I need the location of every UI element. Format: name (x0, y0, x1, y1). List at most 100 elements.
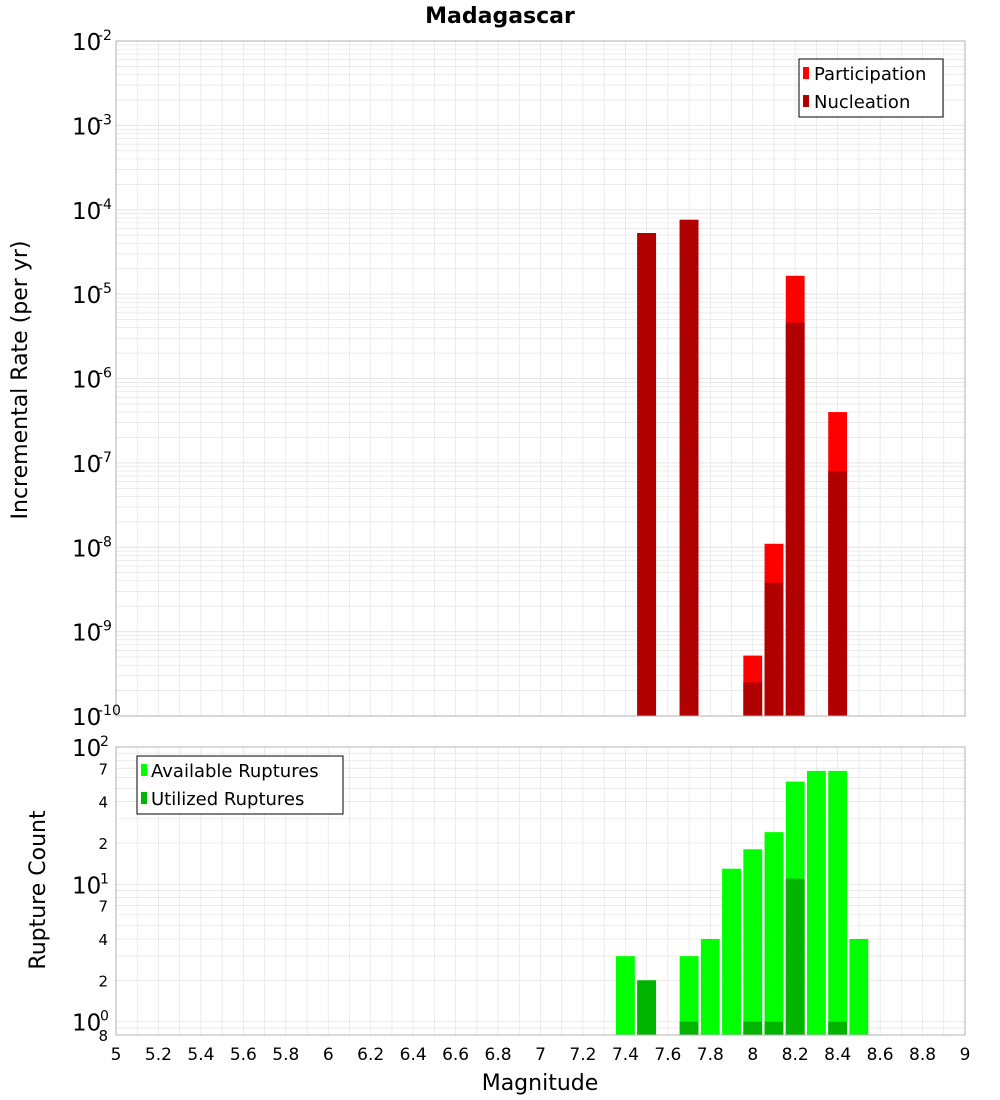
rate-nucleation-bar (764, 582, 784, 716)
rate-y-tick-exponent: -8 (98, 534, 112, 550)
count-y-minor-tick-label: 2 (98, 972, 108, 990)
nucleation-legend-swatch (803, 95, 809, 107)
count-y-minor-tick-label: 4 (98, 794, 108, 812)
x-tick-label: 6.6 (442, 1045, 469, 1065)
count-available-ruptures-bar (679, 956, 699, 1035)
count-available-ruptures-bar (764, 832, 784, 1035)
count-plot-border (115, 746, 966, 1036)
nucleation-legend-label: Nucleation (814, 92, 910, 113)
x-tick-label: 7.8 (697, 1045, 724, 1065)
rate-legend: Participation Nucleation (798, 58, 944, 118)
count-available-ruptures-bar (849, 939, 869, 1035)
x-tick-label: 8.6 (867, 1045, 894, 1065)
x-tick-label: 5.8 (272, 1045, 299, 1065)
count-bars (615, 770, 869, 1035)
count-y-minor-tick-label: 2 (98, 835, 108, 853)
count-y-tick-exponent: 0 (100, 1009, 109, 1025)
rate-nucleation-bar (637, 233, 657, 716)
chart-title: Madagascar (425, 4, 575, 29)
rate-plot-border (115, 40, 966, 717)
count-available-ruptures-bar (615, 956, 635, 1035)
available-legend-swatch (141, 764, 147, 776)
count-available-ruptures-bar (807, 770, 826, 1035)
count-y-tick-label: 10 (72, 873, 101, 899)
rate-y-tick-exponent: -5 (98, 281, 112, 297)
available-legend-label: Available Ruptures (151, 761, 319, 782)
rate-y-tick-label: 10 (72, 536, 101, 562)
x-tick-label: 6.2 (357, 1045, 384, 1065)
x-tick-label: 6 (323, 1045, 334, 1065)
rate-y-tick-exponent: -6 (98, 366, 112, 382)
rate-y-tick-label: 10 (72, 452, 101, 478)
rate-y-tick-exponent: -10 (98, 703, 121, 719)
rate-nucleation-bar (785, 322, 805, 716)
count-y-tick-label: 10 (72, 736, 101, 762)
x-tick-label: 5 (111, 1045, 122, 1065)
x-tick-label: 6.4 (400, 1045, 427, 1065)
rate-y-tick-label: 10 (72, 621, 101, 647)
x-tick-label: 8.2 (782, 1045, 809, 1065)
count-available-ruptures-bar (700, 939, 720, 1035)
rate-nucleation-bar (743, 682, 763, 716)
x-tick-label: 5.2 (145, 1045, 172, 1065)
count-y-tick-label: 10 (72, 1011, 101, 1037)
count-available-ruptures-bar (828, 770, 848, 1035)
count-legend-box (136, 755, 344, 815)
rate-nucleation-bar (679, 219, 699, 717)
x-tick-label: 7.4 (612, 1045, 639, 1065)
count-utilized-ruptures-bar (828, 1021, 848, 1035)
x-tick-label: 5.4 (187, 1045, 214, 1065)
rate-y-tick-label: 10 (72, 705, 101, 731)
x-ticks: 5 5.2 5.4 5.6 5.8 6 6.2 6.4 6.6 6.8 7 7.2 7.4 7.6 7.8 8… (111, 1045, 971, 1065)
count-legend: Available Ruptures Utilized Ruptures (136, 755, 344, 815)
rate-y-tick-label: 10 (72, 114, 101, 140)
x-tick-label: 7 (535, 1045, 546, 1065)
x-tick-label: 9 (960, 1045, 971, 1065)
x-tick-label: 8.8 (909, 1045, 936, 1065)
rate-y-tick-label: 10 (72, 283, 101, 309)
count-utilized-ruptures-bar (743, 1021, 763, 1035)
participation-legend-swatch (803, 67, 809, 79)
rate-y-axis-label: Incremental Rate (per yr) (8, 241, 33, 520)
count-y-minor-tick-label: 4 (98, 931, 108, 949)
rate-y-tick-label: 10 (72, 368, 101, 394)
rate-grid (115, 41, 966, 717)
x-tick-label: 7.6 (654, 1045, 681, 1065)
count-y-minor-tick-label: 7 (98, 898, 108, 916)
x-tick-label: 5.6 (230, 1045, 257, 1065)
rate-y-tick-label: 10 (72, 199, 101, 225)
participation-legend-label: Participation (814, 64, 926, 85)
rate-y-tick-label: 10 (72, 30, 101, 56)
count-y-tick-exponent: 1 (100, 871, 109, 887)
rate-legend-box (798, 58, 944, 118)
rate-y-tick-exponent: -9 (98, 619, 112, 635)
count-utilized-ruptures-bar (679, 1021, 699, 1035)
x-tick-label: 7.2 (569, 1045, 596, 1065)
count-utilized-ruptures-bar (785, 878, 805, 1035)
count-available-ruptures-bar (743, 849, 763, 1035)
count-y-tick-exponent: 2 (100, 734, 109, 750)
utilized-legend-swatch (141, 792, 147, 804)
count-y-axis-label: Rupture Count (26, 810, 51, 970)
rate-nucleation-bar (828, 471, 848, 716)
utilized-legend-label: Utilized Ruptures (151, 789, 304, 810)
count-available-ruptures-bar (722, 868, 741, 1035)
rate-y-tick-exponent: -2 (98, 28, 112, 44)
rate-bars (637, 219, 848, 717)
x-axis-label: Magnitude (482, 1071, 599, 1096)
count-y-minor-tick-label: 8 (98, 1027, 108, 1045)
count-y-minor-tick-label: 7 (98, 760, 108, 778)
x-tick-label: 6.8 (485, 1045, 512, 1065)
count-utilized-ruptures-bar (764, 1021, 784, 1035)
count-utilized-ruptures-bar (637, 980, 657, 1035)
rate-y-tick-exponent: -4 (98, 197, 112, 213)
x-tick-label: 8.4 (824, 1045, 851, 1065)
x-tick-label: 8 (747, 1045, 758, 1065)
rate-y-tick-exponent: -3 (98, 112, 112, 128)
rate-y-tick-exponent: -7 (98, 450, 112, 466)
